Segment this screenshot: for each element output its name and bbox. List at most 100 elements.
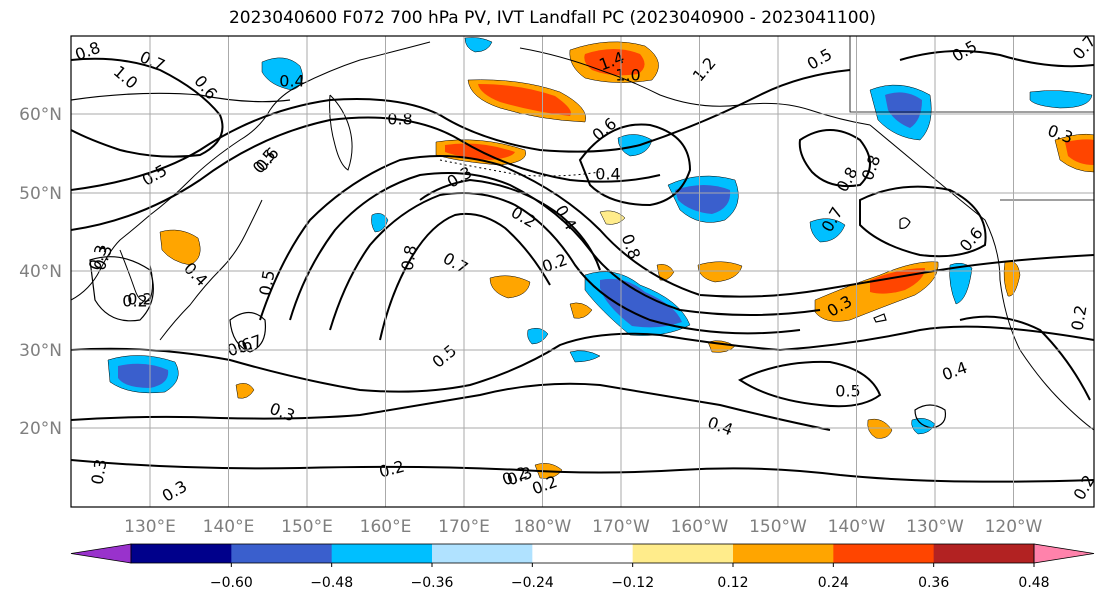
lat-label: 40°N: [19, 262, 62, 282]
shade-pos-small-7: [569, 302, 593, 319]
coast-alaska: [519, 47, 871, 126]
contour-label: 0.2: [127, 290, 152, 309]
shade-neg-japan-south-core: [118, 363, 169, 388]
shade-pos-small-6: [1003, 261, 1021, 297]
lon-label: 170°E: [438, 517, 490, 537]
contour-line: [71, 69, 851, 191]
shade-neg-small-6: [464, 37, 493, 53]
colorbar-segment: [532, 544, 634, 563]
coast-na-west: [869, 124, 1094, 431]
contour-line-thin: [89, 256, 154, 322]
map-frame: [70, 35, 1095, 508]
lat-label: 30°N: [19, 341, 62, 361]
shade-neg-small-8: [569, 350, 601, 363]
contour-line-thin: [71, 92, 291, 103]
colorbar-tick-label: −0.48: [310, 575, 353, 591]
coast-japan: [159, 199, 263, 341]
colorbar-segment: [432, 544, 533, 563]
shade-neg-gulf-core: [675, 185, 731, 214]
shade-pos-midpac: [489, 275, 531, 299]
shading-layer: [107, 37, 1094, 479]
contour-label: 0.4: [595, 165, 620, 184]
lon-label: 160°E: [360, 517, 412, 537]
coastlines: [71, 36, 1094, 431]
colorbar-outline: [130, 543, 1035, 564]
contour-label: 0.6: [956, 224, 987, 256]
lat-label: 60°N: [19, 105, 62, 125]
shade-neg-small-2: [809, 218, 846, 243]
colorbar-segment: [331, 544, 433, 563]
contour-label: 1.0: [110, 62, 142, 93]
colorbar-tick-label: 0.24: [818, 575, 849, 591]
latitude-axis: 60°N 50°N 40°N 30°N 20°N: [19, 105, 62, 439]
contour-label: 0.8: [387, 110, 412, 129]
contour-label: 0.8: [397, 244, 420, 272]
contour-line-thin: [229, 311, 267, 353]
contour-line: [71, 325, 1094, 393]
colorbar-tick-label: −0.36: [411, 575, 454, 591]
coast-kamchatka: [329, 94, 353, 171]
shade-neg-small-5: [911, 417, 936, 435]
lon-label: 150°W: [749, 517, 807, 537]
lon-label: 130°W: [906, 517, 964, 537]
shade-pos-siberia-core: [478, 84, 571, 116]
contour-label: 0.3: [267, 399, 297, 426]
lon-label: 160°W: [671, 517, 729, 537]
colorbar-segment: [231, 544, 333, 563]
colorbar-tick-label: −0.12: [611, 575, 654, 591]
lon-label: 180°W: [514, 517, 572, 537]
colorbar-tick-label: −0.24: [511, 575, 554, 591]
colorbar-tick-label: −0.60: [210, 575, 253, 591]
lon-label: 120°W: [985, 517, 1043, 537]
contour-label: 0.2: [122, 292, 147, 311]
contour-label: 0.3: [159, 477, 191, 506]
colorbar-extend-min: [70, 543, 132, 564]
lon-label: 140°W: [828, 517, 886, 537]
contour-label: 0.7: [440, 249, 472, 278]
contour-line: [578, 123, 692, 207]
contour-line: [259, 155, 1094, 321]
shade-pos-small-3: [867, 418, 893, 439]
contour-label: 0.5: [139, 161, 171, 190]
contour-label: 0.4: [551, 202, 580, 234]
shade-neg-bc-core: [885, 92, 922, 128]
shade-pos-small-9: [599, 210, 626, 225]
shade-pos-small-5: [235, 383, 255, 399]
colorbar-segment: [733, 544, 834, 563]
colorbar-segment: [933, 544, 1035, 563]
contour-line: [798, 129, 871, 188]
shade-pos-alaska-core: [584, 49, 645, 76]
contour-label: 0.3: [87, 458, 110, 486]
lat-label: 50°N: [19, 184, 62, 204]
contour-line: [71, 57, 224, 158]
contour-label: 0.6: [589, 114, 621, 145]
contour-line-thin: [914, 404, 947, 429]
lat-label: 20°N: [19, 419, 62, 439]
contour-line: [899, 50, 1094, 68]
contour-label: 1.2: [689, 54, 720, 86]
contour-line: [289, 171, 821, 321]
contour-label: 0.4: [705, 413, 735, 440]
shade-neg-kamchatka: [261, 57, 303, 91]
shade-pos-korea: [159, 229, 201, 266]
colorbar: −0.60 −0.48 −0.36 −0.24 −0.12 0.12 0.24 0.36 0.4…: [70, 543, 1095, 591]
contour-label: 0.2: [377, 457, 407, 482]
gridlines: [71, 36, 1094, 507]
contour-line: [379, 212, 551, 341]
contour-label: 0.5: [804, 45, 836, 74]
colorbar-segment: [632, 544, 734, 563]
contour-line: [71, 459, 1094, 483]
lon-label: 140°E: [203, 517, 255, 537]
pv-contours: [71, 50, 1094, 483]
contour-label: 0.5: [949, 37, 981, 66]
contour-line-thin: [873, 313, 887, 323]
longitude-axis: 130°E 140°E 150°E 160°E 170°E 180°W 170°W 160°W…: [124, 517, 1042, 537]
contour-line: [71, 116, 661, 231]
colorbar-tick-label: 0.12: [717, 575, 748, 591]
pv-contours-thin: [71, 92, 947, 429]
contour-label: 0.3: [444, 163, 476, 192]
coast-asia: [71, 41, 431, 301]
contour-label: 0.5: [429, 341, 461, 372]
shade-neg-small-3: [371, 213, 389, 233]
